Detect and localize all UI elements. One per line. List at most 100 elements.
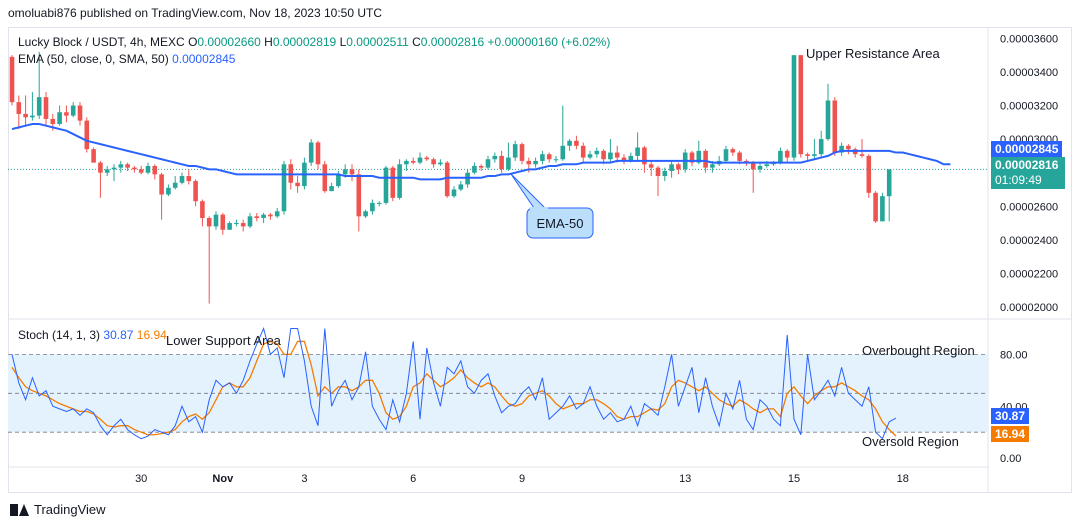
candle-body xyxy=(757,165,763,170)
candle-body xyxy=(315,142,321,165)
candle-body xyxy=(281,164,287,212)
candle-body xyxy=(342,169,348,175)
candle-body xyxy=(43,97,49,119)
candle-body xyxy=(84,120,90,150)
price-tick-label: 0.00002600 xyxy=(1000,201,1058,213)
stoch-k-line xyxy=(11,326,897,440)
high-label: H xyxy=(264,35,273,49)
ema-callout-box xyxy=(526,207,594,239)
candle-body xyxy=(200,201,205,218)
candle-body xyxy=(580,145,586,158)
candle-body xyxy=(812,154,817,156)
candle-body xyxy=(390,167,396,198)
candle-body xyxy=(322,164,328,192)
candle-body xyxy=(703,150,708,168)
countdown-tag: 01:09:49 xyxy=(995,173,1042,187)
candle-body xyxy=(737,152,742,161)
candle-body xyxy=(70,105,76,116)
candle-body xyxy=(152,165,158,175)
candle-body xyxy=(859,154,865,156)
candle-body xyxy=(567,140,572,146)
candle-body xyxy=(186,176,192,182)
stoch-d-tag: 16.94 xyxy=(991,426,1030,442)
time-tick-label: 6 xyxy=(410,473,416,485)
candle-body xyxy=(628,155,634,161)
candle-body xyxy=(485,159,491,168)
candle-body xyxy=(77,105,83,121)
candle-body xyxy=(880,196,885,222)
candle-body xyxy=(553,159,559,161)
price-tick-label: 0.00003600 xyxy=(1000,33,1058,45)
candle-body xyxy=(519,144,525,161)
low-value: 0.00002511 xyxy=(346,35,409,49)
candle-body xyxy=(540,154,545,161)
candle-body xyxy=(138,169,144,173)
close-label: C xyxy=(412,35,421,49)
stoch-tick-label: 0.00 xyxy=(1000,453,1021,465)
stoch-d-line xyxy=(11,340,897,437)
candle-body xyxy=(9,56,15,103)
stoch-label: Stoch (14, 1, 3) xyxy=(18,328,101,342)
lower-support-label: Lower Support Area xyxy=(166,333,282,348)
price-tick-label: 0.00002200 xyxy=(1000,268,1058,280)
candle-body xyxy=(839,145,844,153)
time-tick-label: 13 xyxy=(679,473,691,485)
candle-body xyxy=(234,223,239,225)
candle-body xyxy=(669,164,674,171)
stoch-k-value: 30.87 xyxy=(103,328,134,342)
candle-body xyxy=(193,181,198,202)
candle-body xyxy=(784,150,790,158)
candle-body xyxy=(642,147,647,165)
candle-body xyxy=(546,154,552,160)
candle-body xyxy=(723,149,729,161)
ema-line xyxy=(11,123,951,181)
close-price-tag: 0.00002816 xyxy=(995,158,1059,172)
candle-body xyxy=(295,182,300,187)
time-tick-label: 9 xyxy=(519,473,525,485)
candle-body xyxy=(608,152,613,160)
overbought-label: Overbought Region xyxy=(862,343,975,358)
candle-body xyxy=(846,145,851,150)
candle-body xyxy=(240,223,246,227)
candle-body xyxy=(601,150,606,160)
candle-body xyxy=(676,164,681,170)
open-value: 0.00002660 xyxy=(197,35,261,49)
candle-body xyxy=(206,218,212,227)
candle-body xyxy=(873,192,878,222)
candle-body xyxy=(16,102,22,114)
candle-body xyxy=(220,214,226,230)
change-value: +0.00000160 (+6.02%) xyxy=(487,35,611,49)
candle-body xyxy=(329,186,334,192)
candle-body xyxy=(750,162,756,170)
candle-body xyxy=(696,150,702,163)
candle-body xyxy=(268,214,273,217)
brand-name: TradingView xyxy=(34,502,106,517)
ema-price-tag: 0.00002845 xyxy=(991,141,1063,157)
candle-body xyxy=(438,162,443,165)
candle-body xyxy=(886,169,892,197)
candle-body xyxy=(91,149,96,163)
candle-body xyxy=(662,171,668,177)
ema-label: EMA (50, close, 0, SMA, 50) xyxy=(18,52,169,66)
candle-body xyxy=(247,216,253,227)
candle-body xyxy=(30,115,35,118)
candle-body xyxy=(499,155,504,170)
candle-body xyxy=(57,112,62,124)
candle-body xyxy=(778,150,783,163)
oversold-label: Oversold Region xyxy=(862,434,959,449)
candle-body xyxy=(444,162,450,197)
time-tick-label: 30 xyxy=(135,473,147,485)
candle-body xyxy=(261,214,266,218)
upper-resistance-label: Upper Resistance Area xyxy=(806,46,940,61)
candle-body xyxy=(533,160,538,165)
candle-body xyxy=(404,160,409,165)
symbol-label: Lucky Block / USDT, 4h, MEXC xyxy=(18,35,185,49)
candle-body xyxy=(36,97,42,116)
footer-brand: TradingView xyxy=(10,502,106,517)
candle-body xyxy=(376,202,382,204)
candle-body xyxy=(866,155,872,193)
chart-frame xyxy=(8,27,1072,493)
candle-body xyxy=(655,167,661,177)
candle-body xyxy=(132,167,137,170)
